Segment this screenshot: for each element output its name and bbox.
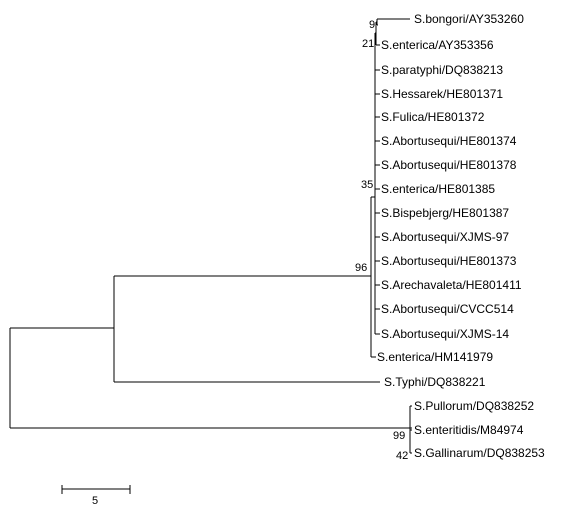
- bootstrap-value-99: 99: [393, 430, 405, 442]
- taxon-labels: S.bongori/AY353260 S.enterica/AY353356 S…: [377, 12, 545, 460]
- bootstrap-value-21: 21: [362, 38, 374, 50]
- taxon-label-abortusequi-he801373: S.Abortusequi/HE801373: [381, 254, 517, 268]
- taxon-label-abortusequi-he801378: S.Abortusequi/HE801378: [381, 158, 517, 172]
- taxon-label-paratyphi-dq838213: S.paratyphi/DQ838213: [381, 63, 503, 77]
- taxon-label-abortusequi-he801374: S.Abortusequi/HE801374: [381, 134, 517, 148]
- taxon-label-bongori-ay353260: S.bongori/AY353260: [414, 12, 524, 26]
- taxon-label-bispebjerg-he801387: S.Bispebjerg/HE801387: [381, 206, 509, 220]
- taxon-label-fulica-he801372: S.Fulica/HE801372: [381, 110, 485, 124]
- scale-bar-label: 5: [92, 495, 98, 507]
- bootstrap-value-35: 35: [361, 179, 373, 191]
- bootstrap-value-42: 42: [396, 450, 408, 462]
- taxon-label-abortusequi-xjms97: S.Abortusequi/XJMS-97: [381, 230, 509, 244]
- taxon-label-typhi-dq838221: S.Typhi/DQ838221: [384, 375, 486, 389]
- taxon-label-arechavaleta-he801411: S.Arechavaleta/HE801411: [381, 278, 522, 292]
- tree-branches: [9, 18, 412, 454]
- taxon-label-abortusequi-xjms14: S.Abortusequi/XJMS-14: [381, 327, 509, 341]
- taxon-label-enterica-he801385: S.enterica/HE801385: [381, 182, 495, 196]
- taxon-label-abortusequi-cvcc514: S.Abortusequi/CVCC514: [381, 302, 514, 316]
- bootstrap-value-9: 9: [369, 19, 375, 31]
- taxon-label-gallinarum-dq838253: S.Gallinarum/DQ838253: [414, 446, 545, 460]
- bootstrap-values: 9 21 35 96 99 42: [355, 19, 408, 462]
- taxon-label-hessarek-he801371: S.Hessarek/HE801371: [381, 87, 503, 101]
- scale-bar: 5: [61, 485, 131, 507]
- taxon-label-enterica-ay353356: S.enterica/AY353356: [381, 38, 494, 52]
- bootstrap-value-96: 96: [355, 262, 367, 274]
- taxon-label-enteritidis-m84974: S.enteritidis/M84974: [414, 423, 524, 437]
- taxon-label-pullorum-dq838252: S.Pullorum/DQ838252: [414, 399, 534, 413]
- taxon-label-enterica-hm141979: S.enterica/HM141979: [377, 350, 493, 364]
